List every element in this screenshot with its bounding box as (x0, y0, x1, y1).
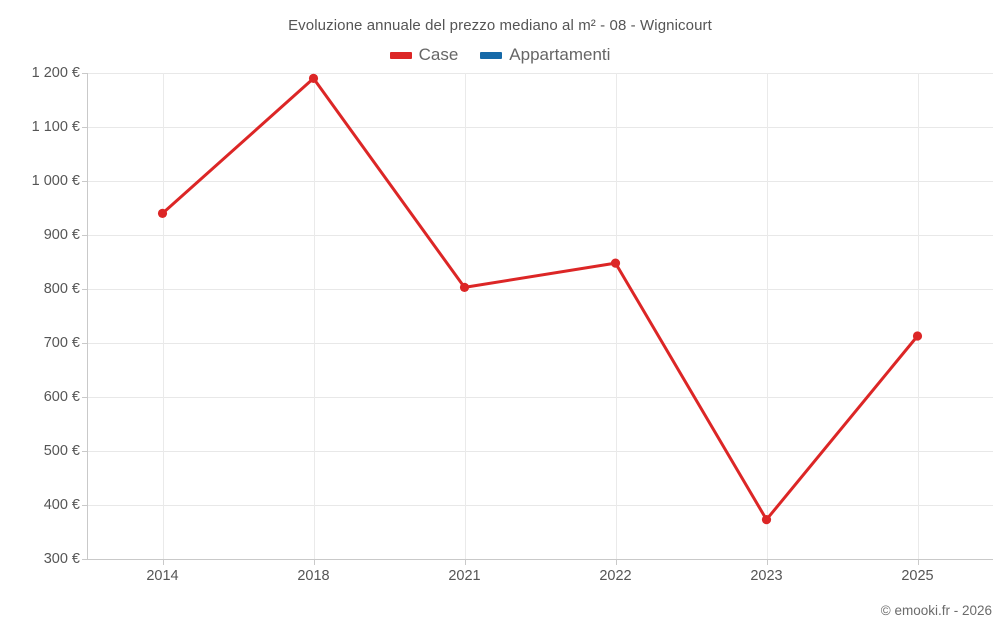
gridline-horizontal (87, 343, 993, 344)
gridline-horizontal (87, 289, 993, 290)
x-axis-tick-mark (615, 560, 617, 565)
y-axis-tick-label: 900 € (43, 227, 80, 243)
gridline-horizontal (87, 397, 993, 398)
credit-label: © emooki.fr - 2026 (880, 603, 992, 618)
x-axis-tick-mark (162, 560, 164, 565)
legend-item-case[interactable]: Case (389, 45, 459, 65)
y-axis-tick-label: 1 100 € (31, 119, 80, 135)
legend-label-appartamenti: Appartamenti (509, 45, 611, 64)
x-axis-tick-label: 2023 (750, 568, 783, 584)
y-axis-tick-mark (82, 559, 87, 560)
y-axis-line (87, 73, 88, 560)
data-point-marker[interactable] (761, 515, 772, 525)
y-axis-tick-label: 1 000 € (31, 173, 80, 189)
y-axis-tick-mark (82, 127, 87, 128)
x-axis-tick-label: 2022 (599, 568, 632, 584)
legend-item-appartamenti[interactable]: Appartamenti (480, 45, 610, 65)
x-axis-tick-label: 2021 (448, 568, 481, 584)
data-point-marker[interactable] (610, 258, 621, 268)
y-axis-tick-label: 300 € (43, 551, 80, 567)
chart-legend: Case Appartamenti (0, 45, 1000, 65)
gridline-vertical (313, 73, 315, 559)
y-axis-tick-mark (82, 235, 87, 236)
gridline-horizontal (87, 235, 993, 236)
x-axis-tick-mark (917, 560, 919, 565)
y-axis-tick-mark (82, 451, 87, 452)
y-axis-tick-label: 600 € (43, 389, 80, 405)
chart-title: Evoluzione annuale del prezzo mediano al… (288, 17, 712, 34)
y-axis-tick-mark (82, 343, 87, 344)
gridline-horizontal (87, 181, 993, 182)
data-point-marker[interactable] (308, 73, 319, 83)
plot-area (87, 73, 993, 560)
y-axis-tick-label: 1 200 € (31, 65, 80, 81)
y-axis-tick-mark (82, 289, 87, 290)
gridline-vertical (464, 73, 466, 559)
data-point-marker[interactable] (459, 282, 470, 292)
x-axis-tick-label: 2014 (146, 568, 179, 584)
x-axis-tick-mark (766, 560, 768, 565)
x-axis-tick-label: 2025 (901, 568, 934, 584)
gridline-vertical (615, 73, 617, 559)
y-axis-tick-label: 400 € (43, 497, 80, 513)
y-axis-tick-mark (82, 73, 87, 74)
data-point-marker[interactable] (912, 331, 923, 341)
x-axis-tick-mark (464, 560, 466, 565)
gridline-horizontal (87, 559, 993, 560)
legend-label-case: Case (418, 45, 459, 64)
y-axis-tick-label: 700 € (43, 335, 80, 351)
series-line-case (161, 76, 919, 522)
y-axis-tick-label: 500 € (43, 443, 80, 459)
legend-swatch-appartamenti (480, 51, 503, 59)
gridline-horizontal (87, 73, 993, 74)
x-axis-tick-mark (313, 560, 315, 565)
gridline-horizontal (87, 127, 993, 128)
y-axis-tick-labels: 300 € 400 € 500 € 600 € 700 € 800 € 900 € 1 000… (0, 0, 80, 625)
gridline-vertical (917, 73, 919, 559)
gridline-horizontal (87, 505, 993, 506)
gridline-vertical (162, 73, 164, 559)
y-axis-tick-mark (82, 505, 87, 506)
legend-swatch-case (389, 51, 412, 59)
y-axis-tick-mark (82, 397, 87, 398)
y-axis-tick-label: 800 € (43, 281, 80, 297)
data-point-marker[interactable] (157, 208, 168, 218)
y-axis-tick-mark (82, 181, 87, 182)
gridline-horizontal (87, 451, 993, 452)
x-axis-tick-label: 2018 (297, 568, 330, 584)
gridline-vertical (766, 73, 768, 559)
